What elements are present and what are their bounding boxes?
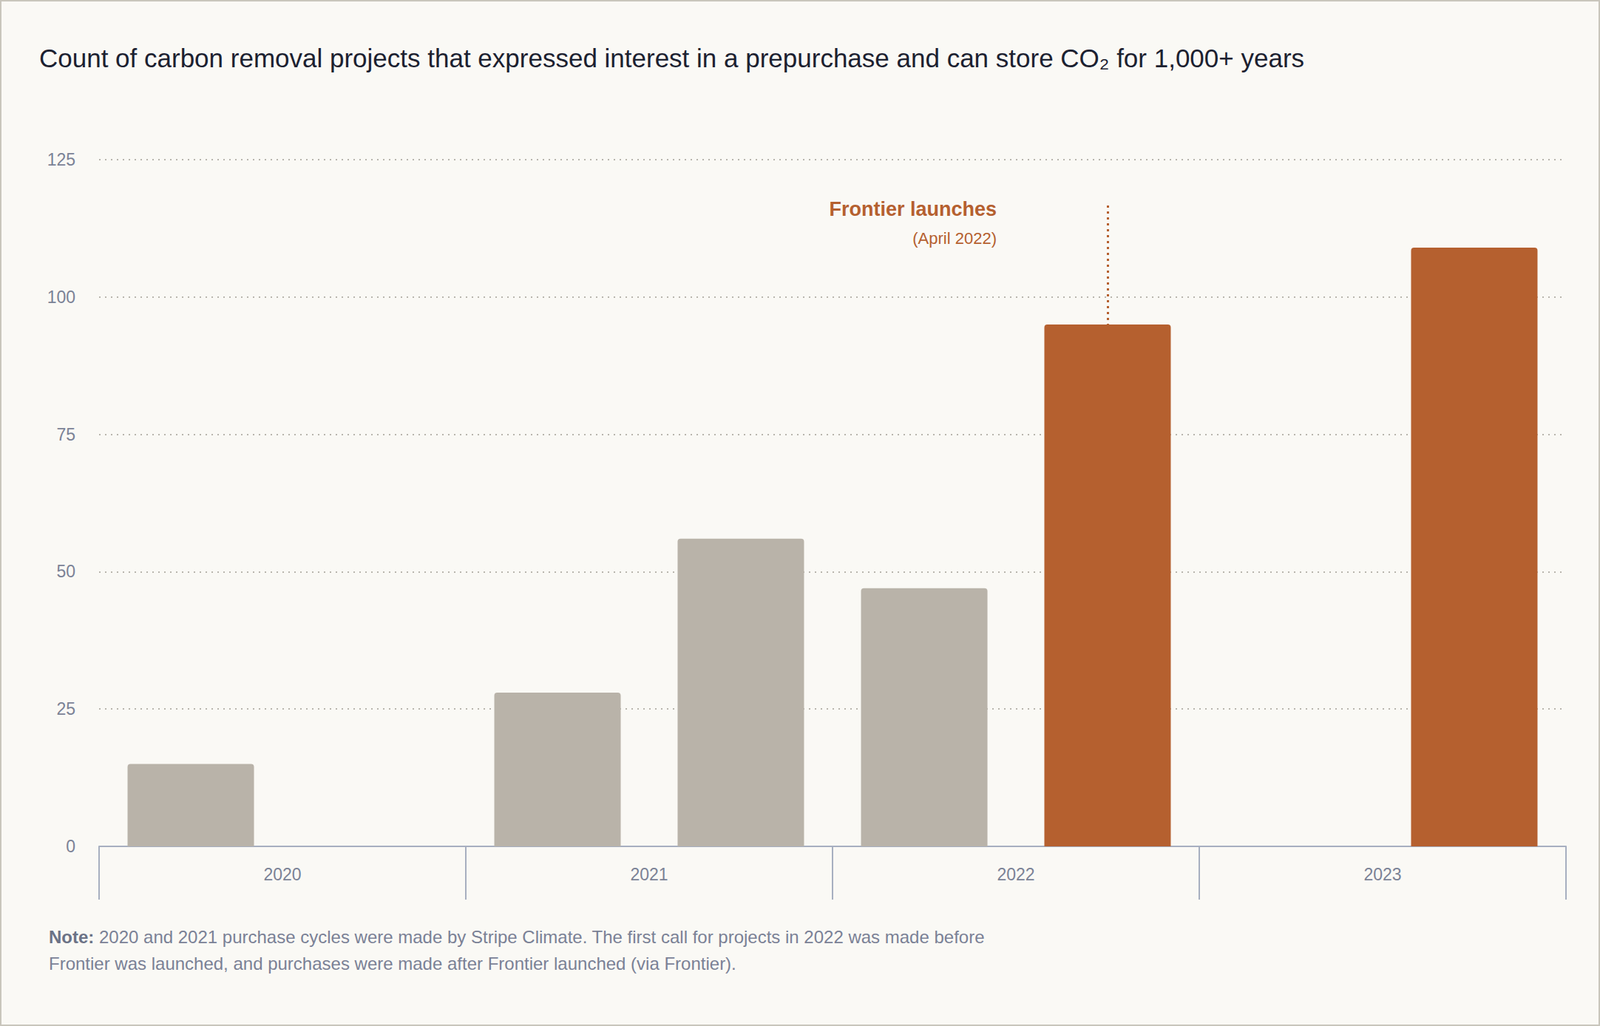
svg-text:2020: 2020 <box>263 865 301 885</box>
html-text:Note: 2020 and 2021 purchase c: Note: 2020 and 2021 purchase cycles were… <box>48 927 985 974</box>
svg-text:2023: 2023 <box>1363 865 1402 885</box>
svg-text:(April 2022): (April 2022) <box>912 229 997 248</box>
svg-text:25: 25 <box>56 699 76 719</box>
svg-text:100: 100 <box>47 287 76 307</box>
svg-text:75: 75 <box>56 425 76 445</box>
svg-text:Frontier launches: Frontier launches <box>828 198 997 221</box>
svg-text:2021: 2021 <box>629 865 668 885</box>
svg-text:125: 125 <box>47 150 76 170</box>
svg-text:50: 50 <box>56 561 76 582</box>
svg-text:2022: 2022 <box>996 865 1035 885</box>
svg-text:Count of carbon removal projec: Count of carbon removal projects that ex… <box>39 43 1305 73</box>
svg-text:0: 0 <box>65 836 76 857</box>
